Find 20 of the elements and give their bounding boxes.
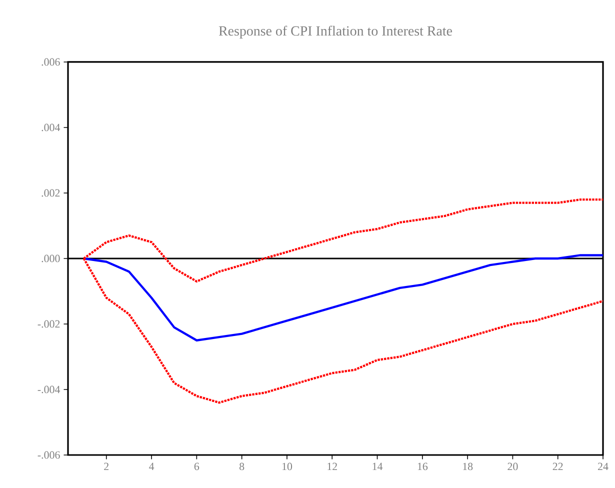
x-tick-label: 4 [149,462,154,470]
y-tick-label: .000 [42,254,60,262]
chart-title: Response of CPI Inflation to Interest Rate [218,26,452,38]
x-tick-label: 22 [552,462,563,470]
x-tick-label: 2 [104,462,109,470]
x-tick-label: 6 [194,462,200,470]
y-tick-label: -.002 [38,320,60,328]
y-tick-label: .004 [42,124,60,132]
x-tick-label: 12 [328,462,337,470]
y-tick-label: -.006 [38,451,60,459]
x-tick-label: 10 [282,462,292,470]
x-tick-label: 20 [508,462,518,470]
x-tick-label: 18 [463,462,473,470]
y-tick-label: .006 [42,58,60,66]
y-tick-label: .002 [42,189,60,197]
x-tick-label: 16 [418,462,428,470]
x-tick-label: 14 [372,462,383,470]
x-tick-label: 8 [240,462,244,470]
y-tick-label: -.004 [38,386,60,394]
x-tick-label: 24 [598,462,608,470]
